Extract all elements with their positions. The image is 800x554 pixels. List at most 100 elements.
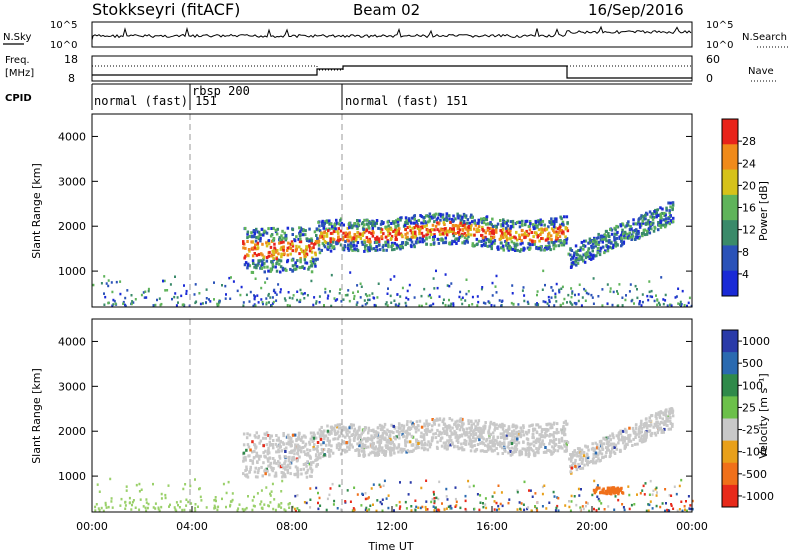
echo-cell bbox=[574, 293, 576, 297]
echo-cell bbox=[132, 499, 135, 502]
echo-cell bbox=[336, 425, 339, 429]
echo-cell bbox=[490, 304, 493, 307]
echo-cell bbox=[473, 439, 476, 443]
echo-cell bbox=[635, 229, 638, 233]
echo-cell bbox=[667, 419, 670, 423]
echo-cell bbox=[430, 296, 433, 299]
echo-cell bbox=[271, 263, 275, 266]
echo-cell bbox=[606, 447, 609, 450]
echo-cell bbox=[382, 437, 386, 441]
echo-cell bbox=[183, 284, 185, 287]
echo-cell bbox=[568, 457, 571, 461]
echo-cell bbox=[517, 303, 520, 306]
echo-cell bbox=[628, 228, 632, 232]
echo-cell bbox=[295, 265, 299, 269]
echo-cell bbox=[308, 244, 311, 248]
echo-cell bbox=[405, 296, 408, 300]
echo-cell bbox=[475, 427, 478, 431]
echo-cell bbox=[509, 224, 513, 228]
echo-cell bbox=[132, 301, 135, 304]
echo-cell bbox=[509, 226, 512, 230]
echo-cell bbox=[578, 465, 581, 469]
echo-cell bbox=[509, 246, 513, 250]
echo-cell bbox=[242, 304, 245, 307]
echo-cell bbox=[603, 251, 606, 255]
echo-cell bbox=[582, 259, 585, 263]
echo-cell bbox=[493, 500, 496, 503]
echo-cell bbox=[355, 244, 358, 248]
echo-cell bbox=[365, 506, 368, 510]
echo-cell bbox=[414, 430, 418, 434]
echo-cell bbox=[455, 504, 458, 507]
echo-cell bbox=[330, 444, 333, 448]
echo-cell bbox=[178, 506, 181, 509]
echo-cell bbox=[559, 239, 562, 243]
echo-cell bbox=[469, 428, 473, 432]
echo-cell bbox=[536, 501, 539, 504]
echo-cell bbox=[465, 430, 468, 434]
echo-cell bbox=[368, 508, 371, 511]
echo-cell bbox=[655, 422, 658, 426]
echo-cell bbox=[122, 302, 125, 305]
echo-cell bbox=[513, 446, 517, 450]
echo-cell bbox=[350, 245, 353, 249]
echo-cell bbox=[252, 262, 255, 265]
echo-cell bbox=[329, 487, 332, 490]
echo-cell bbox=[418, 236, 422, 240]
echo-cell bbox=[591, 239, 595, 243]
echo-cell bbox=[103, 303, 106, 306]
echo-cell bbox=[666, 424, 669, 427]
echo-cell bbox=[340, 221, 344, 225]
echo-cell bbox=[336, 430, 340, 434]
echo-cell bbox=[177, 503, 179, 507]
echo-cell bbox=[393, 426, 397, 429]
echo-cell bbox=[621, 304, 624, 307]
echo-cell bbox=[636, 288, 638, 291]
echo-cell bbox=[286, 226, 290, 230]
echo-cell bbox=[391, 248, 394, 252]
echo-cell bbox=[658, 422, 661, 426]
echo-cell bbox=[366, 294, 369, 298]
echo-cell bbox=[198, 487, 200, 491]
echo-cell bbox=[266, 457, 269, 461]
echo-cell bbox=[536, 509, 539, 512]
echo-cell bbox=[423, 424, 426, 428]
echo-cell bbox=[335, 446, 339, 450]
velocity-x-axis: 00:00 04:00 08:00 12:00 16:00 20:00 00:00 bbox=[76, 506, 708, 533]
echo-cell bbox=[507, 244, 511, 248]
echo-cell bbox=[395, 246, 399, 250]
echo-cell bbox=[395, 435, 398, 439]
echo-cell bbox=[480, 233, 483, 237]
echo-cell bbox=[283, 231, 286, 235]
echo-cell bbox=[309, 456, 312, 460]
echo-cell bbox=[613, 508, 616, 511]
echo-cell bbox=[140, 293, 143, 297]
echo-cell bbox=[333, 437, 337, 441]
echo-cell bbox=[434, 212, 438, 216]
echo-cell bbox=[664, 223, 668, 227]
echo-cell bbox=[649, 419, 652, 423]
echo-cell bbox=[661, 211, 664, 215]
echo-cell bbox=[425, 479, 428, 482]
echo-cell bbox=[658, 416, 662, 420]
power-panel-frame bbox=[91, 113, 693, 308]
echo-cell bbox=[273, 459, 276, 463]
echo-cell bbox=[469, 437, 472, 441]
echo-cell bbox=[432, 236, 435, 239]
echo-cell bbox=[613, 226, 616, 230]
echo-cell bbox=[344, 500, 347, 503]
echo-cell bbox=[537, 228, 541, 232]
echo-cell bbox=[509, 233, 512, 237]
echo-cell bbox=[264, 281, 267, 284]
echo-cell bbox=[574, 458, 577, 462]
echo-cell bbox=[613, 232, 617, 236]
echo-cell bbox=[591, 459, 595, 463]
echo-cell bbox=[326, 439, 329, 442]
echo-cell bbox=[547, 225, 550, 229]
echo-cell bbox=[585, 501, 588, 504]
echo-cell bbox=[367, 428, 370, 432]
echo-cell bbox=[515, 447, 519, 451]
echo-cell bbox=[491, 281, 494, 285]
echo-cell bbox=[608, 434, 612, 438]
echo-cell bbox=[675, 295, 678, 298]
